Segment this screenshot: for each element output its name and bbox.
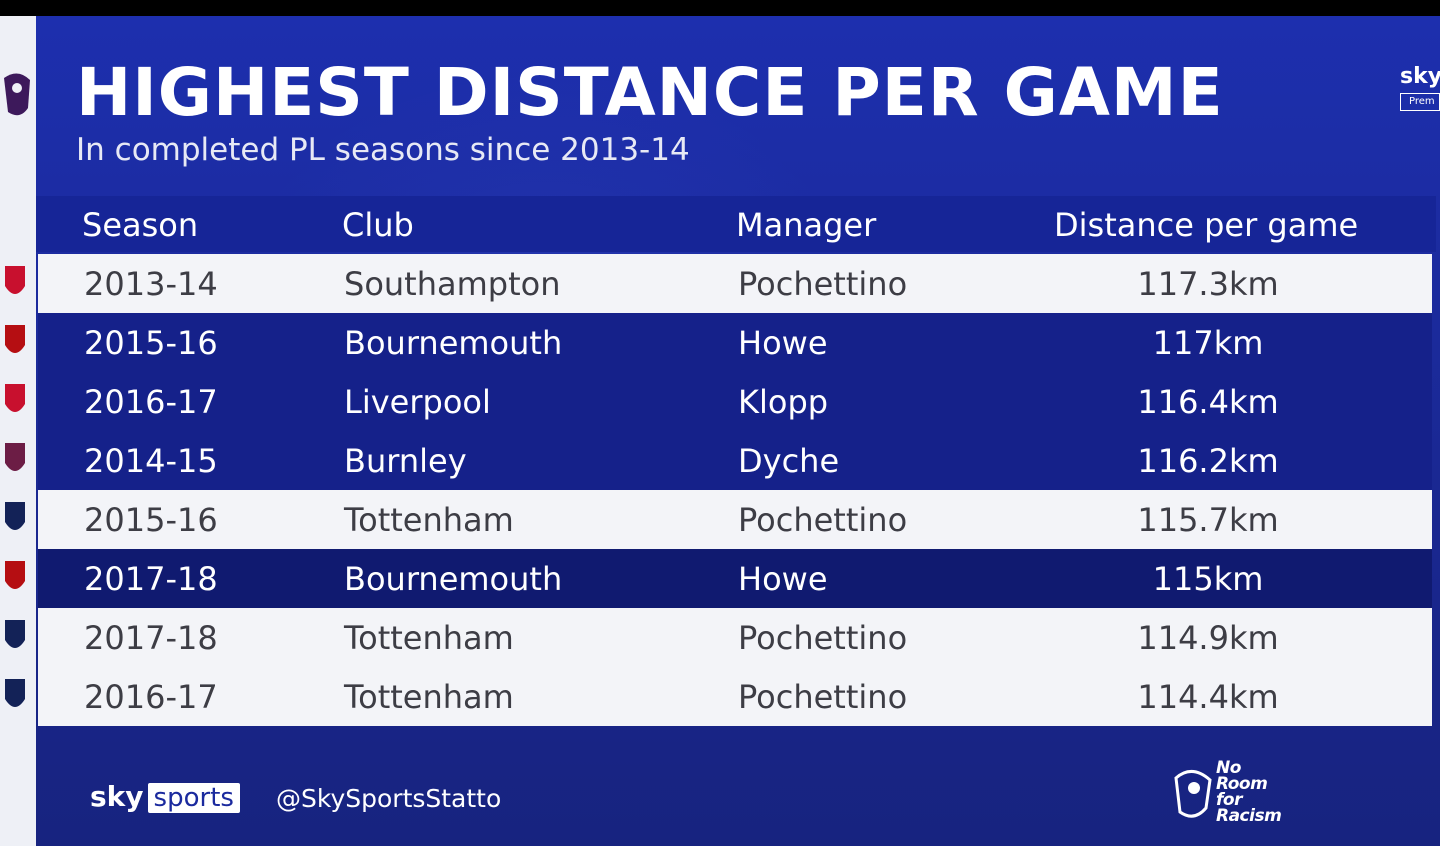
cell-season: 2017-18 — [84, 619, 218, 657]
cell-manager: Dyche — [738, 442, 840, 480]
graphic-screen: HIGHEST DISTANCE PER GAME In completed P… — [0, 16, 1440, 846]
graphic-title: HIGHEST DISTANCE PER GAME — [76, 54, 1224, 131]
table-header: Season Club Manager Distance per game — [36, 196, 1436, 252]
bournemouth-crest-icon — [5, 561, 25, 589]
sky-corner-logo: sky Prem — [1400, 64, 1440, 122]
sky-sports-logo: sky sports — [90, 780, 240, 816]
tottenham-crest-icon — [5, 679, 25, 707]
cell-season: 2015-16 — [84, 501, 218, 539]
sky-corner-badge: Prem — [1400, 93, 1440, 111]
cell-manager: Klopp — [738, 383, 829, 421]
cell-manager: Howe — [738, 560, 828, 598]
cell-distance: 115km — [1152, 560, 1264, 598]
cell-club: Bournemouth — [344, 560, 563, 598]
campaign-text: No Room for Racism — [1216, 758, 1282, 826]
cell-distance: 114.9km — [1137, 619, 1279, 657]
table-row: 2015-16 Tottenham Pochettino 115.7km — [38, 490, 1432, 549]
premier-league-lion-icon — [4, 73, 30, 116]
cell-manager: Howe — [738, 324, 828, 362]
sky-corner-text: sky — [1400, 64, 1440, 89]
table-row: 2015-16 Bournemouth Howe 117km — [38, 313, 1432, 372]
header-club: Club — [342, 206, 414, 244]
burnley-crest-icon — [5, 443, 25, 471]
cell-manager: Pochettino — [738, 265, 908, 303]
cell-manager: Pochettino — [738, 678, 908, 716]
twitter-handle: @SkySportsStatto — [276, 784, 502, 813]
cell-season: 2016-17 — [84, 383, 218, 421]
cell-club: Liverpool — [344, 383, 491, 421]
cell-season: 2016-17 — [84, 678, 218, 716]
cell-club: Bournemouth — [344, 324, 563, 362]
cell-manager: Pochettino — [738, 501, 908, 539]
table-row: 2016-17 Liverpool Klopp 116.4km — [38, 372, 1432, 431]
graphic-subtitle: In completed PL seasons since 2013-14 — [76, 132, 690, 168]
cell-season: 2014-15 — [84, 442, 218, 480]
cell-distance: 117km — [1152, 324, 1264, 362]
cell-distance: 116.2km — [1137, 442, 1279, 480]
southampton-crest-icon — [5, 266, 25, 294]
header-distance: Distance per game — [1054, 206, 1359, 244]
liverpool-crest-icon — [5, 384, 25, 412]
cell-distance: 115.7km — [1137, 501, 1279, 539]
table-row: 2017-18 Tottenham Pochettino 114.9km — [38, 608, 1432, 667]
cell-club: Tottenham — [344, 678, 514, 716]
tottenham-crest-icon — [5, 502, 25, 530]
cell-manager: Pochettino — [738, 619, 908, 657]
cell-distance: 116.4km — [1137, 383, 1279, 421]
sports-logo-text: sports — [147, 783, 240, 813]
cell-season: 2015-16 — [84, 324, 218, 362]
cell-season: 2013-14 — [84, 265, 218, 303]
header-manager: Manager — [736, 206, 877, 244]
tottenham-crest-icon — [5, 620, 25, 648]
premier-league-lion-icon — [1174, 770, 1212, 818]
table-row: 2016-17 Tottenham Pochettino 114.4km — [38, 667, 1432, 726]
no-room-for-racism-logo: No Room for Racism — [1170, 758, 1290, 826]
table-row: 2013-14 Southampton Pochettino 117.3km — [38, 254, 1432, 313]
cell-season: 2017-18 — [84, 560, 218, 598]
cell-distance: 117.3km — [1137, 265, 1279, 303]
cell-distance: 114.4km — [1137, 678, 1279, 716]
cell-club: Southampton — [344, 265, 561, 303]
club-crest-strip — [0, 16, 36, 846]
cell-club: Tottenham — [344, 619, 514, 657]
table-row: 2014-15 Burnley Dyche 116.2km — [38, 431, 1432, 490]
bournemouth-crest-icon — [5, 325, 25, 353]
header-season: Season — [82, 206, 199, 244]
cell-club: Tottenham — [344, 501, 514, 539]
cell-club: Burnley — [344, 442, 467, 480]
table-row: 2017-18 Bournemouth Howe 115km — [38, 549, 1432, 608]
sky-logo-text: sky — [90, 780, 144, 813]
